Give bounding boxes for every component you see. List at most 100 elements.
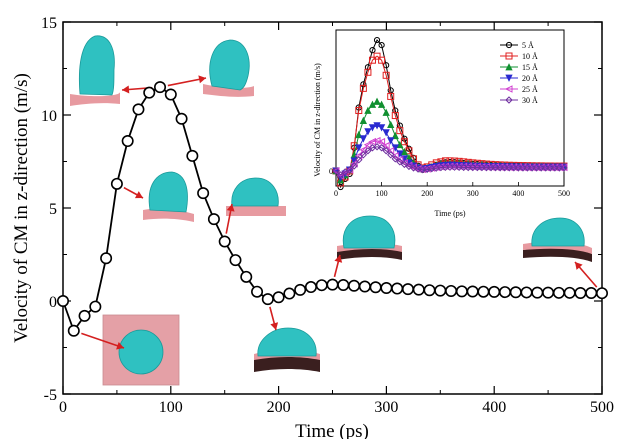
droplet-snapshot-t250 — [337, 215, 402, 260]
inset-data-point — [391, 155, 399, 163]
inset-data-point — [332, 167, 340, 175]
inset-data-point — [387, 151, 395, 159]
inset-legend-marker — [505, 41, 513, 49]
inset-legend-marker — [505, 74, 513, 82]
pointer-arrow-head — [116, 341, 124, 350]
inset-legend-marker — [505, 96, 513, 104]
inset-data-point — [377, 124, 386, 132]
inset-data-point — [400, 138, 408, 146]
main-data-point — [283, 287, 296, 300]
inset-x-tick-label: 400 — [512, 189, 524, 198]
inset-data-point — [405, 147, 413, 155]
main-data-point — [509, 286, 522, 299]
main-data-point — [143, 86, 156, 99]
main-y-axis-title: Velocity of CM in z-direction (m/s) — [11, 73, 32, 343]
inset-data-point — [391, 112, 399, 120]
inset-x-tick-label: 0 — [334, 189, 338, 198]
inset-legend-label: 5 Å — [522, 41, 534, 50]
main-data-point — [240, 270, 253, 283]
main-x-tick-label: 100 — [159, 399, 183, 416]
main-data-point — [445, 284, 458, 297]
inset-data-point — [396, 127, 404, 135]
main-data-point — [498, 286, 511, 299]
pointer-arrow-head — [270, 322, 279, 330]
inset-data-point — [387, 92, 395, 100]
main-data-point — [488, 285, 501, 298]
inset-data-point — [359, 135, 368, 143]
inset-legend-marker — [505, 52, 513, 60]
main-data-point — [455, 285, 468, 298]
inset-data-point — [336, 171, 345, 179]
main-data-point — [110, 177, 123, 190]
main-y-tick-label: -5 — [44, 387, 57, 404]
main-data-point — [401, 283, 414, 296]
inset-data-point — [373, 143, 381, 151]
droplet-snapshot-t500 — [523, 217, 592, 262]
inset-data-point — [377, 100, 386, 108]
main-data-point — [380, 281, 393, 294]
inset-data-point — [396, 122, 403, 129]
main-data-point — [542, 286, 555, 299]
inset-data-point — [364, 147, 372, 155]
droplet-snapshot-t150 — [226, 177, 286, 216]
main-x-tick-label: 300 — [374, 399, 398, 416]
droplet-snapshot-t90-top — [203, 39, 254, 97]
main-data-point — [304, 281, 317, 294]
inset-data-point — [405, 162, 413, 171]
inset-x-tick-label: 100 — [376, 189, 388, 198]
main-data-point — [477, 285, 490, 298]
main-data-point — [348, 279, 361, 292]
pointer-arrow-head — [226, 204, 235, 212]
main-x-tick-label: 0 — [59, 399, 67, 416]
inset-data-point — [364, 68, 372, 76]
inset-data-point — [409, 164, 418, 172]
inset-data-point — [387, 120, 395, 129]
inset-legend-marker — [505, 63, 513, 71]
inset-data-point — [373, 52, 381, 60]
main-data-point — [423, 284, 436, 297]
inset-data-point — [378, 56, 386, 64]
inset-data-point — [364, 64, 372, 71]
main-data-point — [358, 280, 371, 293]
pointer-arrow-head — [334, 255, 343, 263]
droplet-snapshot-t50 — [143, 171, 194, 222]
main-data-point — [121, 135, 134, 148]
inset-legend: 5 Å 10 Å 15 Å 20 Å 25 Å 30 Å — [500, 41, 538, 105]
inset-y-tick-label: 0 — [329, 167, 333, 176]
inset-data-point — [377, 144, 386, 152]
pointer-arrow-head — [575, 262, 583, 270]
main-data-point — [154, 81, 167, 94]
inset-data-point — [337, 183, 344, 191]
main-data-series — [56, 81, 608, 337]
main-data-point — [218, 235, 231, 248]
droplet-snapshot-top-view — [102, 314, 180, 386]
inset-data-point — [355, 156, 363, 164]
inset-data-point — [378, 41, 385, 49]
inset-x-tick-label: 300 — [467, 189, 479, 198]
main-data-point — [89, 300, 102, 313]
main-data-point — [186, 149, 199, 162]
inset-data-point — [350, 162, 358, 170]
inset-x-tick-label: 200 — [421, 189, 433, 198]
pointer-arrow-line — [81, 332, 125, 349]
inset-legend-marker — [504, 85, 513, 93]
inset-legend-label: 20 Å — [522, 74, 538, 83]
inset-data-point — [363, 140, 372, 149]
inset-data-point — [355, 107, 363, 115]
main-data-point — [261, 293, 274, 306]
inset-data-point — [382, 108, 390, 116]
main-data-point — [207, 213, 220, 226]
inset-data-point — [364, 128, 372, 136]
main-data-point — [294, 283, 307, 296]
snapshot-pointer-arrows — [81, 75, 598, 350]
main-data-point — [585, 287, 598, 300]
main-data-point — [229, 254, 242, 267]
main-data-point — [412, 283, 425, 296]
main-y-tick-label: 15 — [41, 15, 57, 32]
main-data-point — [391, 282, 404, 295]
inset-data-point — [414, 165, 422, 173]
inset-data-point — [373, 97, 381, 105]
inset-legend-label: 10 Å — [522, 52, 538, 61]
